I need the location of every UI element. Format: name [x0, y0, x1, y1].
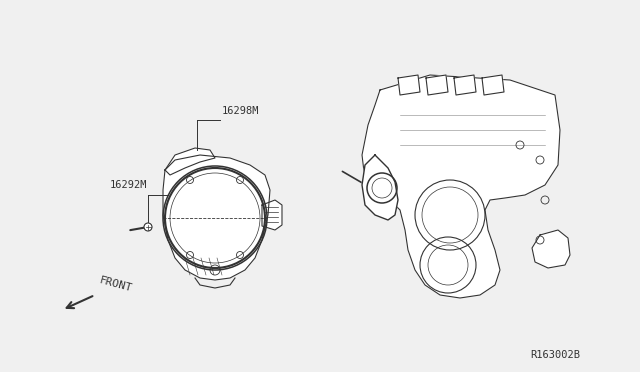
Polygon shape	[165, 148, 215, 175]
Polygon shape	[454, 75, 476, 95]
Polygon shape	[482, 75, 504, 95]
Polygon shape	[532, 230, 570, 268]
Polygon shape	[163, 155, 270, 280]
Polygon shape	[398, 75, 420, 95]
Polygon shape	[262, 200, 282, 230]
Text: FRONT: FRONT	[98, 276, 133, 294]
Circle shape	[144, 223, 152, 231]
Text: 16298M: 16298M	[222, 106, 259, 116]
Text: R163002B: R163002B	[530, 350, 580, 360]
Polygon shape	[426, 75, 448, 95]
Polygon shape	[362, 155, 398, 220]
Polygon shape	[362, 75, 560, 298]
Text: 16292M: 16292M	[110, 180, 147, 190]
